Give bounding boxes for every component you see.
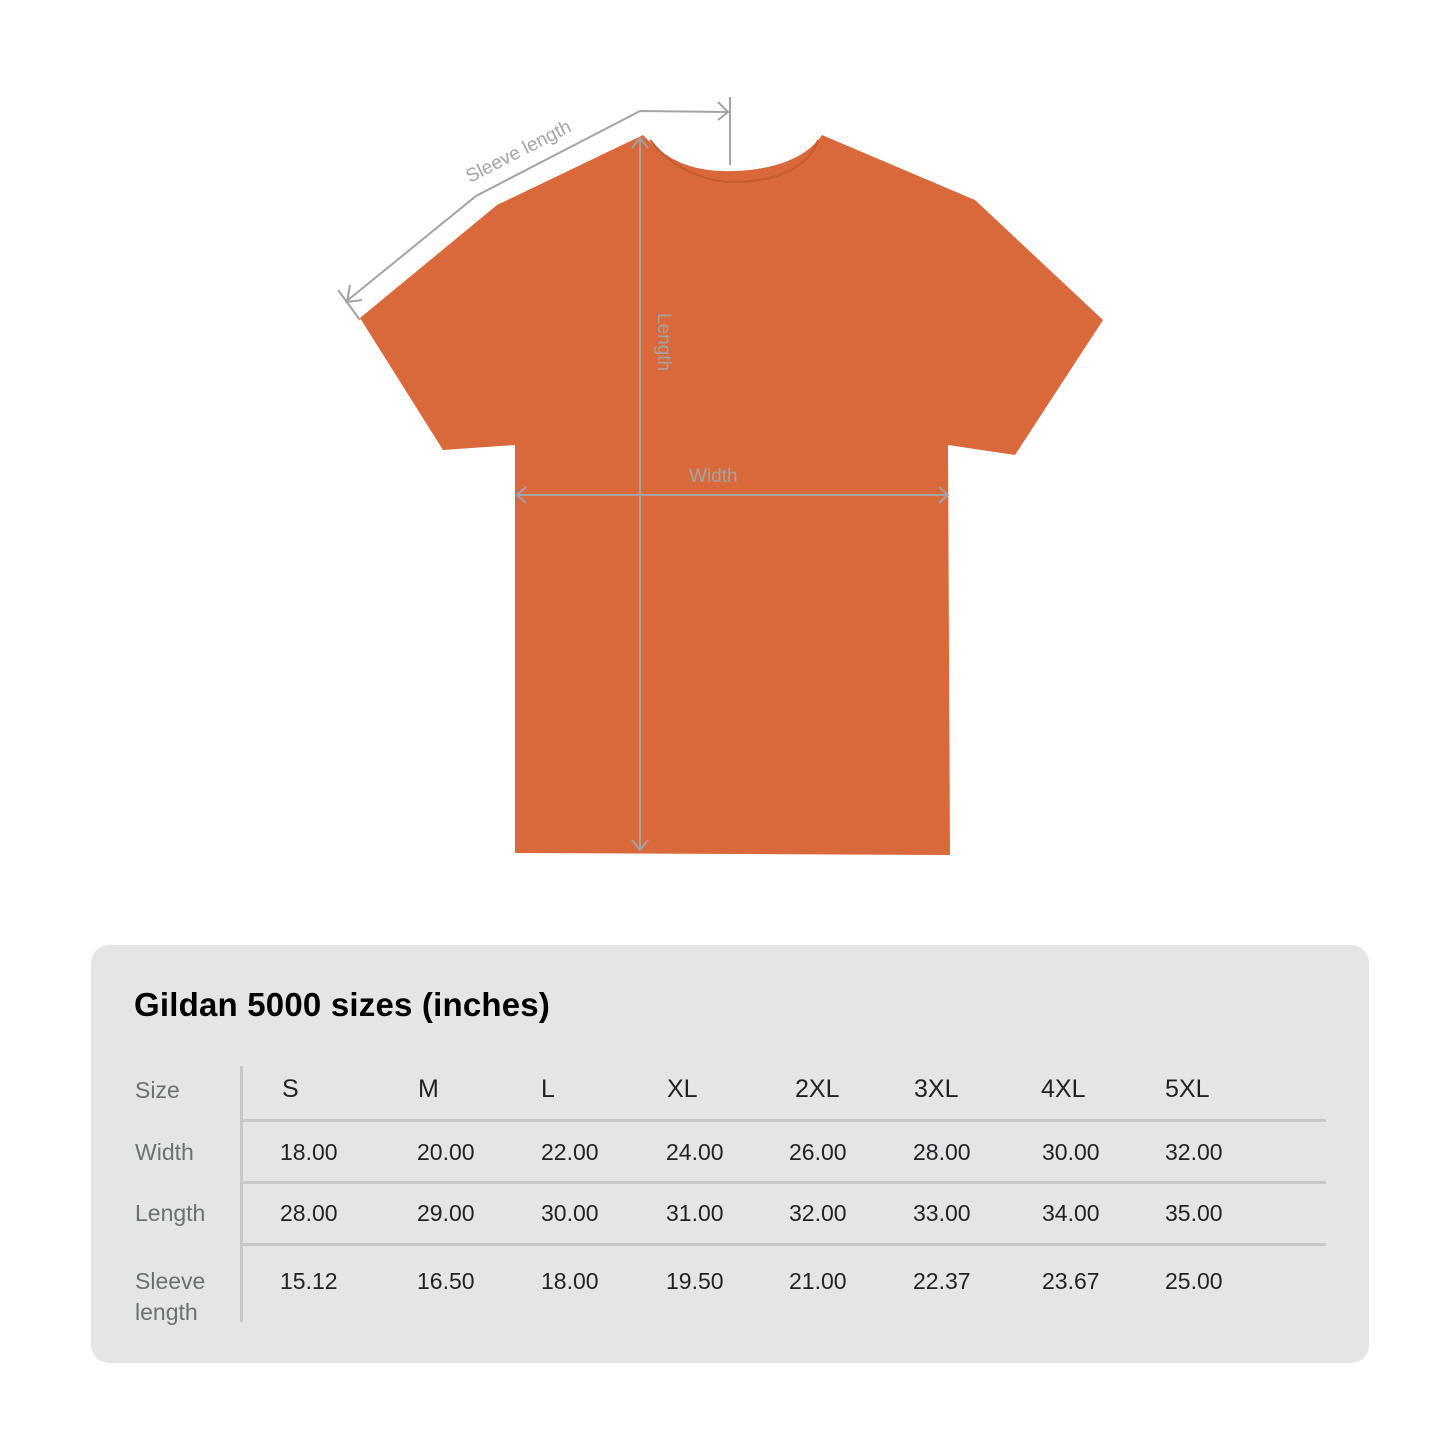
table-cell: 22.00	[541, 1139, 599, 1165]
size-table-panel	[91, 945, 1369, 1363]
table-cell: 30.00	[541, 1200, 599, 1226]
table-row-divider	[242, 1243, 1326, 1246]
size-header-xl: XL	[667, 1075, 698, 1103]
table-row-divider	[242, 1181, 1326, 1184]
table-cell: 30.00	[1042, 1139, 1100, 1165]
table-cell: 31.00	[666, 1200, 724, 1226]
table-cell: 18.00	[280, 1139, 338, 1165]
table-cell: 22.37	[913, 1268, 971, 1294]
size-header-m: M	[418, 1075, 439, 1103]
table-row-divider	[242, 1119, 1326, 1122]
size-header-l: L	[541, 1075, 555, 1103]
size-header-4xl: 4XL	[1041, 1075, 1086, 1103]
width-label: Width	[689, 466, 738, 487]
table-cell: 18.00	[541, 1268, 599, 1294]
table-cell: 29.00	[417, 1200, 475, 1226]
sleeve-measure-line	[347, 109, 729, 301]
table-cell: 24.00	[666, 1139, 724, 1165]
table-cell: 21.00	[789, 1268, 847, 1294]
table-cell: 19.50	[666, 1268, 724, 1294]
table-cell: 15.12	[280, 1268, 338, 1294]
length-label: Length	[653, 313, 674, 371]
table-cell: 28.00	[913, 1139, 971, 1165]
size-header-5xl: 5XL	[1165, 1075, 1210, 1103]
neckline	[649, 139, 819, 184]
size-header-3xl: 3XL	[914, 1075, 959, 1103]
table-cell: 26.00	[789, 1139, 847, 1165]
table-cell: 16.50	[417, 1268, 475, 1294]
table-cell: 34.00	[1042, 1200, 1100, 1226]
size-header-2xl: 2XL	[795, 1075, 840, 1103]
size-header-s: S	[282, 1075, 299, 1103]
table-vertical-divider	[240, 1066, 243, 1322]
table-cell: 32.00	[789, 1200, 847, 1226]
row-label-width: Width	[135, 1139, 194, 1165]
table-cell: 35.00	[1165, 1200, 1223, 1226]
size-table-title: Gildan 5000 sizes (inches)	[134, 986, 551, 1023]
table-cell: 32.00	[1165, 1139, 1223, 1165]
measure-lines	[337, 97, 950, 852]
row-label-sleeve-length: Sleeve length	[135, 1268, 206, 1325]
row-label-size: Size	[135, 1077, 180, 1103]
row-label-length: Length	[135, 1200, 206, 1226]
table-cell: 20.00	[417, 1139, 475, 1165]
table-cell: 23.67	[1042, 1268, 1100, 1294]
t-shirt-diagram: Sleeve length Length Width	[337, 97, 1103, 855]
table-cell: 33.00	[913, 1200, 971, 1226]
table-cell: 28.00	[280, 1200, 338, 1226]
table-cell: 25.00	[1165, 1268, 1223, 1294]
